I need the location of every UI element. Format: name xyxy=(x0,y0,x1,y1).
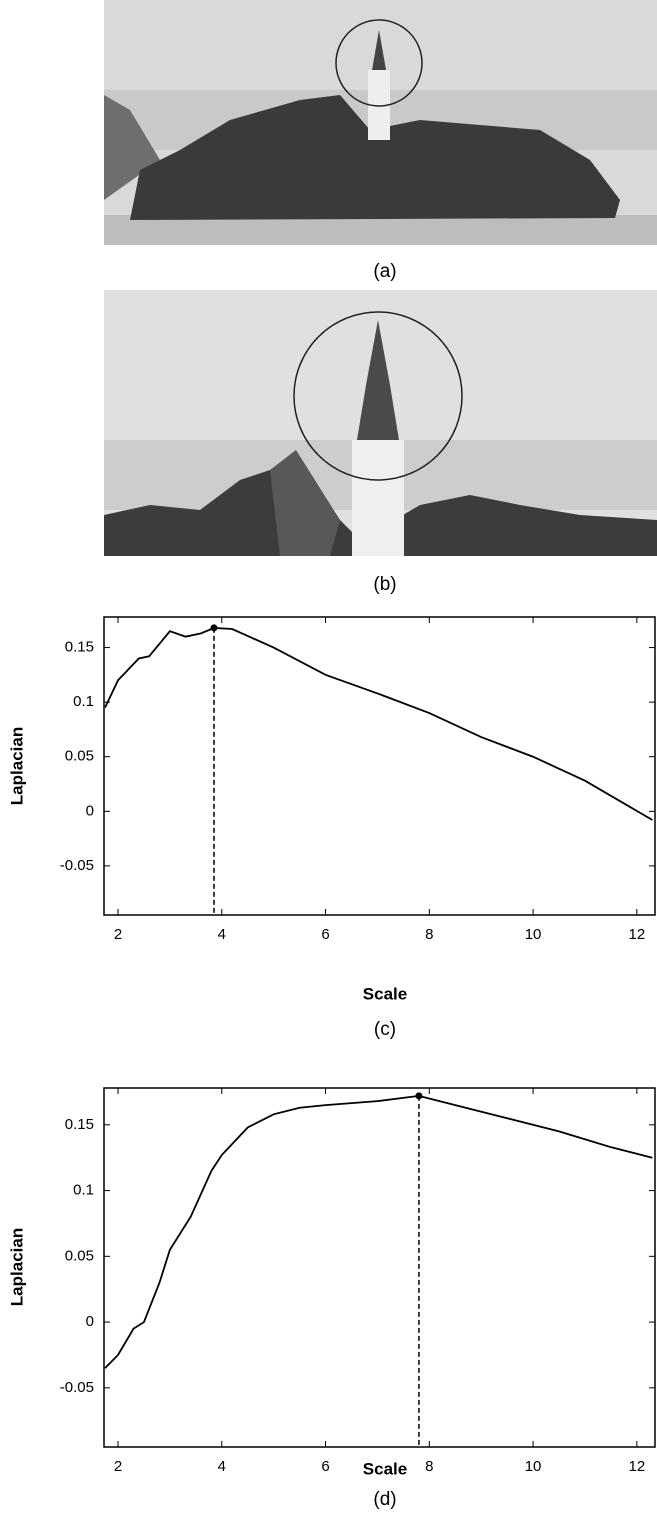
caption: (c) xyxy=(374,1019,396,1040)
y-tick-label: 0.05 xyxy=(65,748,94,765)
x-tick-label: 4 xyxy=(218,1458,226,1475)
y-tick-label: 0.1 xyxy=(73,1182,94,1199)
chart: -0.05 0 0.05 0.1 0.15 2 4 6 8 10 12 Scale Laplacian (… xyxy=(7,616,656,1040)
x-tick-label: 12 xyxy=(628,1458,645,1475)
y-tick-label: -0.05 xyxy=(60,857,94,874)
y-tick-label: 0.15 xyxy=(65,639,94,656)
x-tick-label: 6 xyxy=(321,926,329,943)
chart: -0.05 0 0.05 0.1 0.15 2 4 6 8 10 12 Scale Laplacian (… xyxy=(7,1087,656,1510)
data-line xyxy=(104,1094,653,1369)
x-tick-label: 2 xyxy=(114,1458,122,1475)
x-tick-label: 12 xyxy=(628,926,645,943)
x-tick-label: 8 xyxy=(425,926,433,943)
caption: (b) xyxy=(373,574,396,595)
y-tick-label: -0.05 xyxy=(60,1379,94,1396)
x-tick-label: 2 xyxy=(114,926,122,943)
y-tick-label: 0.15 xyxy=(65,1116,94,1133)
x-tick-label: 4 xyxy=(218,926,226,943)
x-tick-label: 10 xyxy=(525,1458,542,1475)
peak-point xyxy=(415,1092,423,1100)
data-line xyxy=(104,627,653,821)
y-tick-label: 0 xyxy=(86,802,94,819)
x-axis-label: Scale xyxy=(363,984,407,1003)
x-tick-label: 10 xyxy=(525,926,542,943)
y-tick-label: 0 xyxy=(86,1313,94,1330)
plot-frame xyxy=(103,1087,656,1448)
x-axis-label: Scale xyxy=(363,1459,407,1478)
plot-frame xyxy=(103,616,656,916)
peak-point xyxy=(210,624,218,632)
photo-b xyxy=(104,290,657,556)
y-axis-label: Laplacian xyxy=(7,727,26,805)
x-tick-label: 6 xyxy=(321,1458,329,1475)
x-tick-label: 8 xyxy=(425,1458,433,1475)
y-axis-label: Laplacian xyxy=(7,1228,26,1306)
photo-a xyxy=(104,0,657,245)
y-tick-label: 0.05 xyxy=(65,1247,94,1264)
caption: (d) xyxy=(373,1489,396,1510)
y-tick-label: 0.1 xyxy=(73,693,94,710)
caption: (a) xyxy=(373,261,396,282)
